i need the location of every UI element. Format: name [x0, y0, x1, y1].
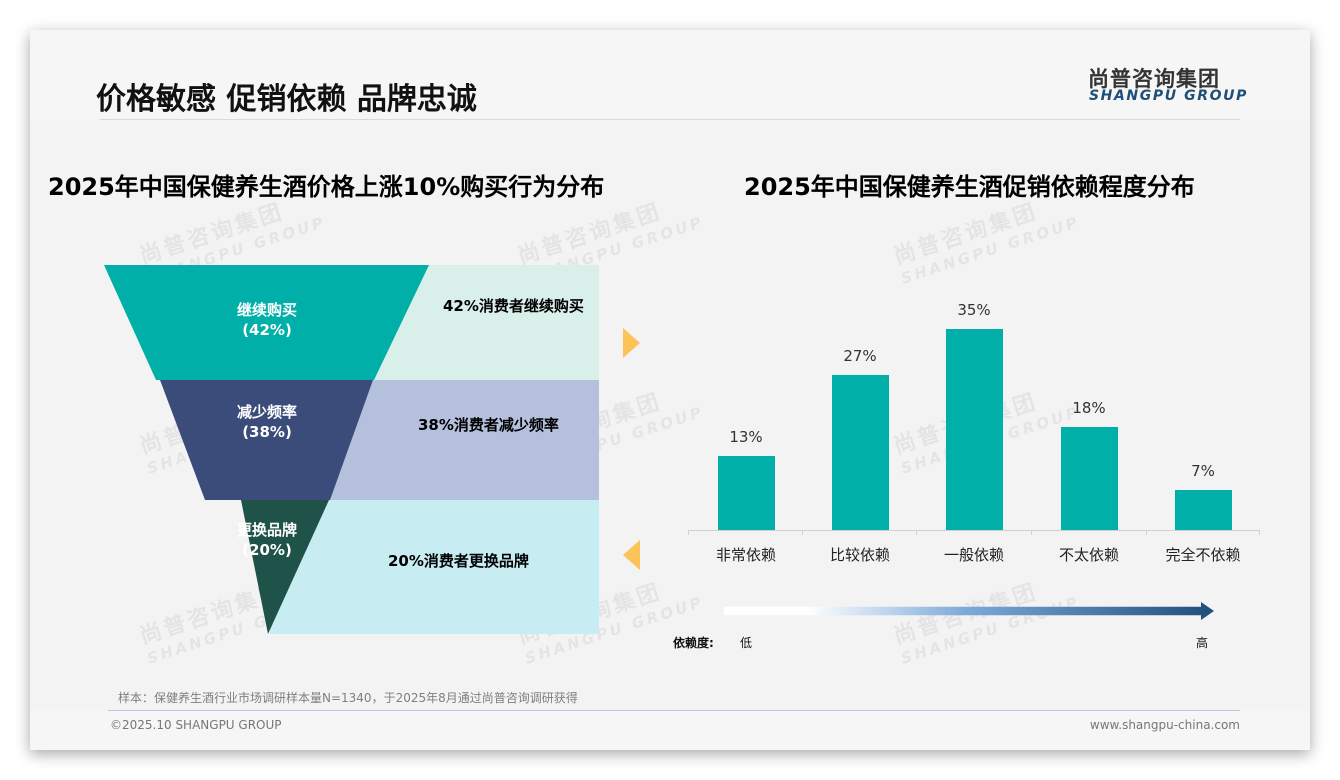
bar-value: 13% [729, 428, 763, 446]
funnel-segment-2 [160, 380, 373, 500]
bar-value: 7% [1191, 462, 1215, 480]
bar-not-very-reliant [1061, 427, 1118, 530]
funnel-segment-1 [104, 265, 429, 380]
bar-chart: 13% 27% 35% 18% 7% 非常依赖 比较依赖 一般依赖 不太依赖 完… [688, 300, 1268, 580]
footer-divider [108, 710, 1240, 711]
legend-label: 依赖度: [673, 636, 714, 650]
copyright: ©2025.10 SHANGPU GROUP [110, 718, 282, 732]
bar-very-reliant [718, 456, 775, 530]
bar-category: 非常依赖 [715, 546, 776, 564]
footer-band [30, 711, 1310, 750]
bar-value: 18% [1072, 399, 1106, 417]
triangle-right-icon [623, 328, 640, 358]
legend-high: 高 [1196, 636, 1209, 650]
bar-chart-title: 2025年中国保健养生酒促销依赖程度分布 [744, 173, 1195, 201]
axis-tick [1146, 530, 1147, 535]
funnel-bg-row-3 [270, 500, 599, 634]
header-divider [100, 119, 1240, 120]
slide: 价格敏感 促销依赖 品牌忠诚 尚普咨询集团 SHANGPU GROUP 尚普咨询… [30, 30, 1310, 750]
axis-tick [1031, 530, 1032, 535]
bar-value: 27% [843, 347, 877, 365]
funnel-desc-3: 20%消费者更换品牌 [388, 552, 529, 570]
axis-tick [802, 530, 803, 535]
bar-fairly-reliant [832, 375, 889, 530]
funnel-bg-row-2 [330, 380, 599, 500]
website-link[interactable]: www.shangpu-china.com [1089, 718, 1240, 732]
funnel-segment-3 [241, 500, 329, 634]
sample-note: 样本：保健养生酒行业市场调研样本量N=1340，于2025年8月通过尚普咨询调研… [118, 691, 578, 705]
bar-category: 不太依赖 [1058, 546, 1119, 564]
page-title: 价格敏感 促销依赖 品牌忠诚 [96, 82, 477, 117]
axis-tick [688, 530, 689, 535]
legend-low: 低 [740, 636, 753, 650]
funnel-chart [104, 265, 599, 634]
triangle-left-icon [623, 540, 640, 570]
bar-category: 一般依赖 [943, 546, 1004, 564]
funnel-chart-title: 2025年中国保健养生酒价格上涨10%购买行为分布 [48, 173, 605, 201]
x-axis [688, 530, 1260, 531]
bar-value: 35% [957, 301, 991, 319]
logo-english: SHANGPU GROUP [1089, 88, 1248, 104]
bar-category: 比较依赖 [829, 546, 890, 564]
axis-tick [1259, 530, 1260, 535]
bar-not-reliant [1175, 490, 1232, 530]
header-band [30, 30, 1310, 120]
bar-moderately-reliant [946, 329, 1003, 530]
bar-category: 完全不依赖 [1165, 546, 1241, 564]
funnel-desc-2: 38%消费者减少频率 [418, 416, 559, 434]
gradient-arrow-icon [724, 602, 1214, 620]
funnel-label-3: 更换品牌 (20%) [236, 521, 297, 559]
logo-chinese: 尚普咨询集团 [1088, 67, 1220, 91]
funnel-label-1: 继续购买 (42%) [236, 301, 297, 339]
funnel-label-2: 减少频率 (38%) [236, 403, 297, 441]
funnel-desc-1: 42%消费者继续购买 [443, 297, 584, 315]
axis-tick [916, 530, 917, 535]
